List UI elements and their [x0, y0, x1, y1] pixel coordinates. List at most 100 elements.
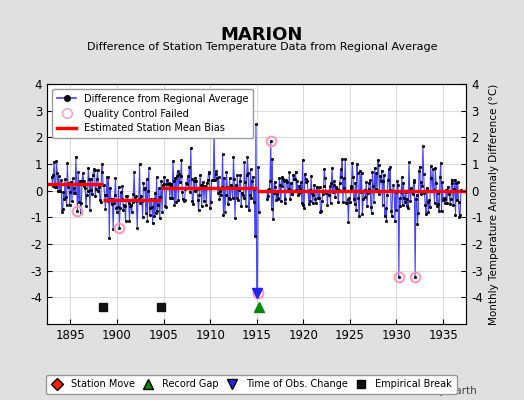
Point	[117, 195, 126, 202]
Point	[430, 186, 438, 193]
Point	[311, 196, 319, 202]
Point	[277, 198, 285, 204]
Point	[417, 191, 425, 198]
Point	[351, 201, 359, 207]
Point	[181, 186, 190, 192]
Point	[193, 186, 201, 192]
Point	[110, 200, 118, 206]
Point	[165, 180, 173, 186]
Point	[150, 212, 158, 219]
Point	[62, 202, 71, 208]
Point	[169, 178, 178, 184]
Point	[410, 176, 419, 183]
Text: Berkeley Earth: Berkeley Earth	[400, 386, 477, 396]
Point	[151, 190, 159, 196]
Point	[290, 175, 298, 182]
Point	[158, 208, 166, 215]
Point	[333, 187, 341, 194]
Point	[202, 202, 211, 208]
Point	[400, 195, 408, 202]
Point	[456, 211, 464, 218]
Point	[147, 195, 156, 202]
Point	[68, 198, 76, 204]
Point	[62, 194, 70, 200]
Point	[375, 191, 384, 198]
Point	[451, 176, 459, 183]
Point	[441, 200, 450, 206]
Point	[325, 183, 334, 189]
Point	[79, 170, 87, 176]
Point	[422, 211, 430, 218]
Point	[188, 197, 196, 204]
Point	[238, 190, 246, 196]
Point	[271, 183, 280, 190]
Point	[346, 199, 354, 205]
Point	[454, 199, 463, 205]
Point	[292, 187, 301, 194]
Point	[398, 174, 406, 180]
Point	[247, 195, 256, 202]
Point	[97, 169, 106, 175]
Point	[187, 145, 195, 151]
Point	[444, 188, 453, 195]
Point	[255, 208, 263, 215]
Point	[220, 175, 228, 181]
Point	[446, 196, 455, 202]
Point	[127, 202, 135, 208]
Point	[295, 189, 303, 196]
Point	[198, 182, 206, 189]
Point	[315, 194, 323, 201]
Point	[63, 159, 72, 166]
Text: Difference of Station Temperature Data from Regional Average: Difference of Station Temperature Data f…	[87, 42, 437, 52]
Point	[399, 202, 407, 208]
Point	[406, 187, 414, 193]
Point	[169, 158, 177, 164]
Point	[364, 186, 373, 192]
Point	[406, 198, 414, 204]
Point	[111, 192, 119, 198]
Point	[101, 192, 109, 198]
Point	[372, 186, 380, 192]
Point	[454, 179, 462, 186]
Point	[194, 207, 203, 214]
Point	[270, 179, 279, 185]
Point	[143, 176, 151, 183]
Point	[80, 178, 88, 185]
Point	[138, 214, 147, 220]
Point	[190, 188, 199, 194]
Point	[368, 169, 377, 175]
Point	[115, 225, 124, 231]
Point	[415, 168, 423, 174]
Point	[205, 169, 214, 176]
Point	[153, 208, 161, 215]
Point	[124, 197, 132, 203]
Point	[319, 183, 328, 189]
Point	[375, 162, 383, 168]
Point	[414, 210, 422, 216]
Point	[278, 183, 287, 189]
Point	[107, 201, 116, 208]
Point	[155, 185, 163, 191]
Point	[195, 191, 203, 198]
Point	[170, 202, 179, 209]
Point	[435, 208, 443, 214]
Point	[433, 190, 442, 197]
Point	[343, 200, 351, 206]
Point	[132, 198, 140, 204]
Point	[225, 175, 234, 181]
Point	[244, 170, 253, 176]
Point	[384, 177, 392, 183]
Point	[64, 180, 73, 186]
Point	[234, 196, 242, 203]
Point	[339, 199, 347, 205]
Point	[100, 182, 108, 188]
Point	[71, 190, 79, 196]
Point	[336, 180, 344, 186]
Point	[228, 184, 236, 190]
Point	[443, 200, 451, 206]
Point	[172, 173, 181, 180]
Point	[322, 188, 331, 194]
Point	[380, 213, 389, 220]
Point	[119, 207, 127, 214]
Point	[69, 175, 77, 182]
